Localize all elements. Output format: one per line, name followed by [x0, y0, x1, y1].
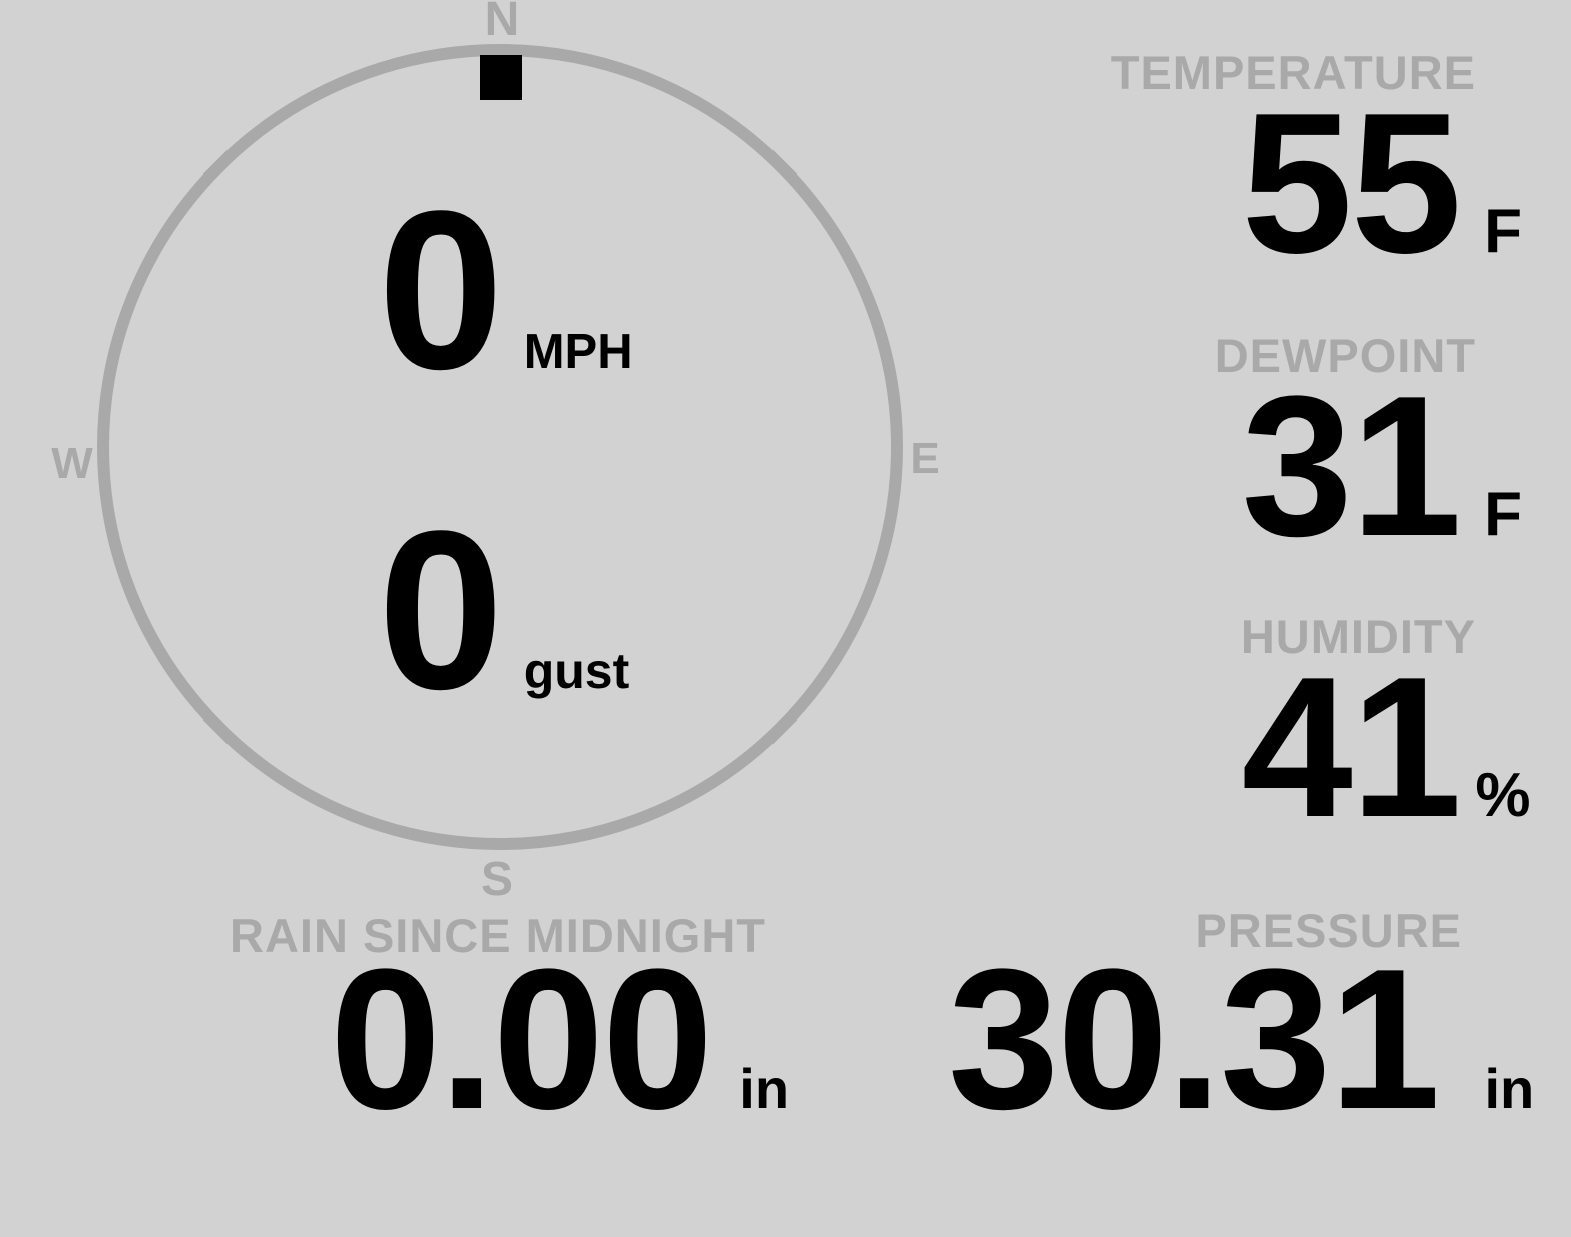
pressure-unit: in — [1484, 1057, 1535, 1120]
pressure-reading: 30.31 in — [948, 928, 1535, 1151]
humidity-unit: % — [1475, 761, 1531, 830]
cardinal-south-label: S — [480, 853, 513, 906]
wind-gust: 0 gust — [378, 483, 630, 736]
cardinal-east-label: E — [910, 434, 940, 483]
wind-gust-unit: gust — [523, 643, 630, 699]
temperature-reading: 55 F — [1111, 72, 1546, 295]
dewpoint-reading: 31 F — [1215, 355, 1546, 578]
pressure-value: 30.31 — [948, 928, 1440, 1151]
cardinal-north-label: N — [484, 0, 520, 46]
dewpoint-label: DEWPOINT — [1214, 329, 1476, 382]
dewpoint-unit: F — [1484, 480, 1522, 549]
wind-direction-marker-icon — [480, 55, 522, 100]
rain-value: 0.00 — [330, 928, 713, 1151]
rain-since-midnight-label: RAIN SINCE MIDNIGHT — [230, 909, 766, 962]
temperature-unit: F — [1484, 197, 1522, 266]
wind-speed-unit: MPH — [523, 325, 633, 379]
stat-dewpoint: DEWPOINT 31 F — [1214, 329, 1546, 578]
rain-unit: in — [739, 1057, 790, 1120]
rain-since-midnight-reading: 0.00 in — [330, 928, 790, 1151]
temperature-label: TEMPERATURE — [1110, 46, 1476, 99]
cardinal-west-label: W — [51, 439, 93, 488]
humidity-value: 41 — [1241, 636, 1462, 859]
humidity-label: HUMIDITY — [1240, 610, 1476, 663]
wind-gust-value: 0 — [378, 483, 504, 736]
wind-speed-value: 0 — [378, 163, 504, 416]
pressure-label: PRESSURE — [1195, 904, 1462, 957]
humidity-reading: 41 % — [1241, 636, 1546, 859]
stat-temperature: TEMPERATURE 55 F — [1110, 46, 1546, 295]
temperature-value: 55 — [1241, 72, 1462, 295]
wind-speed: 0 MPH — [378, 163, 633, 416]
stat-humidity: HUMIDITY 41 % — [1240, 610, 1546, 859]
dewpoint-value: 31 — [1241, 355, 1462, 578]
